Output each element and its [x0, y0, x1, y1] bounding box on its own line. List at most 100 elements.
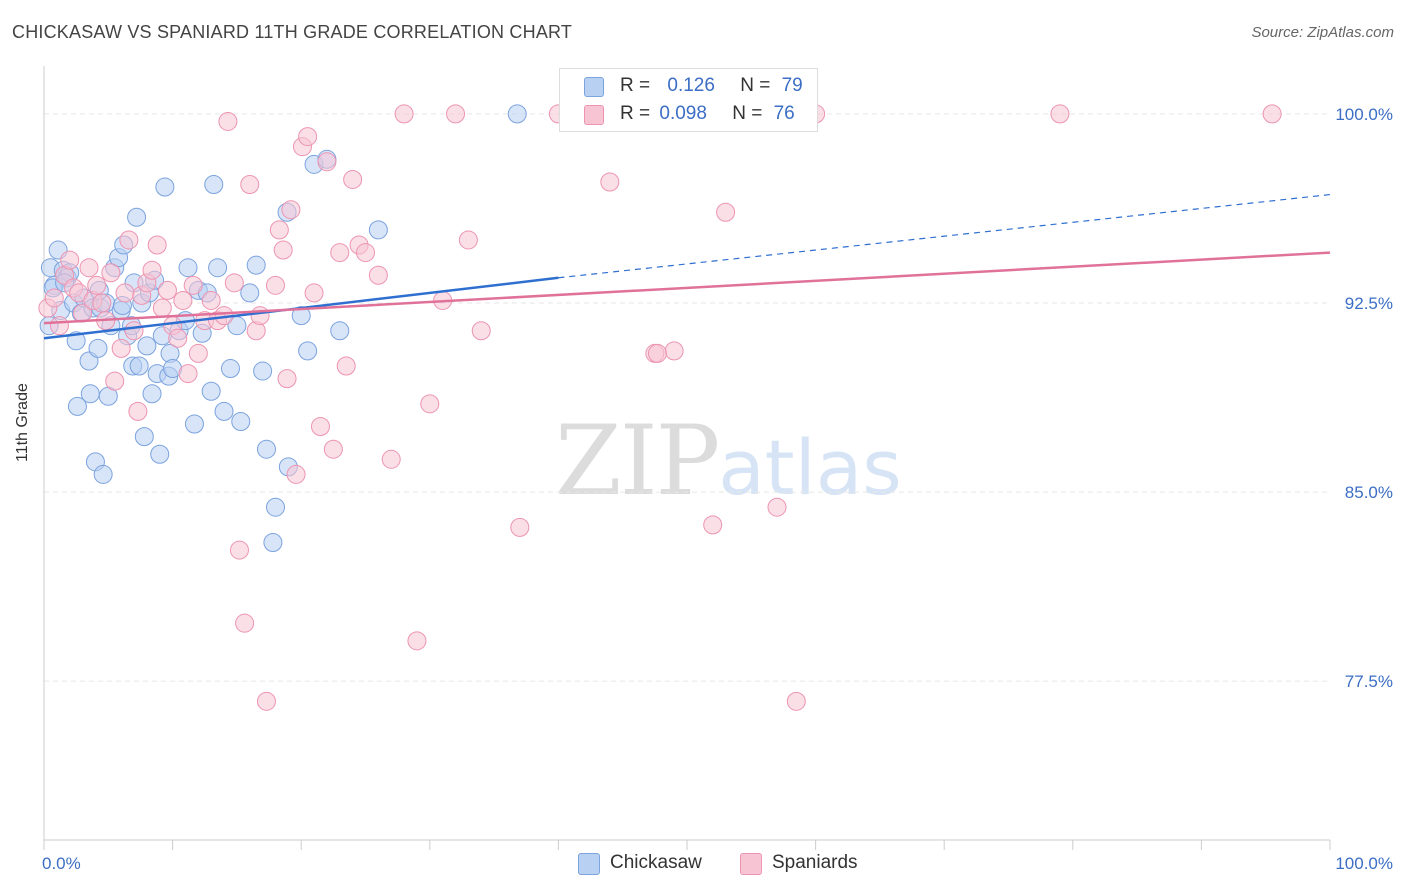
chart-title: CHICKASAW VS SPANIARD 11TH GRADE CORRELA…	[12, 22, 573, 42]
legend-n-label: N =	[740, 75, 771, 96]
spaniards-point	[458, 230, 478, 250]
spaniards-point	[716, 202, 736, 222]
spaniards-point	[128, 401, 148, 421]
spaniards-point	[330, 243, 350, 263]
spaniards-point	[420, 394, 440, 414]
legend-swatch-spaniards	[584, 105, 604, 125]
bottom-legend-swatch-spaniards	[740, 853, 762, 875]
chickasaw-point	[127, 207, 147, 227]
watermark-zip: ZIP	[555, 405, 720, 517]
chickasaw-point	[134, 427, 154, 447]
chickasaw-point	[93, 464, 113, 484]
spaniards-point	[183, 275, 203, 295]
chickasaw-point	[246, 255, 266, 275]
chickasaw-trend-extension	[558, 193, 1331, 279]
chickasaw-point	[291, 306, 311, 326]
spaniards-point	[1262, 104, 1282, 124]
chickasaw-point	[208, 258, 228, 278]
spaniards-point	[286, 464, 306, 484]
chickasaw-point	[240, 283, 260, 303]
chickasaw-point	[67, 396, 87, 416]
y-tick-label: 100.0%	[1335, 105, 1393, 124]
watermark-atlas: atlas	[718, 423, 902, 512]
bottom-legend-label-chickasaw: Chickasaw	[610, 852, 702, 873]
spaniards-point	[1050, 104, 1070, 124]
legend-r-value: 0.126	[667, 75, 715, 96]
chickasaw-point	[178, 258, 198, 278]
spaniards-point	[201, 290, 221, 310]
spaniards-point	[281, 200, 301, 220]
spaniards-point	[147, 235, 167, 255]
spaniards-point	[407, 631, 427, 651]
chickasaw-point	[142, 384, 162, 404]
y-tick-label: 92.5%	[1345, 294, 1393, 313]
spaniards-point	[188, 343, 208, 363]
spaniards-point	[49, 316, 69, 336]
chickasaw-point	[150, 444, 170, 464]
spaniards-point	[310, 417, 330, 437]
spaniards-point	[664, 341, 684, 361]
x-tick-label: 0.0%	[42, 854, 81, 873]
chickasaw-point	[256, 439, 276, 459]
spaniards-point	[250, 306, 270, 326]
spaniards-point	[115, 283, 135, 303]
spaniards-point	[336, 356, 356, 376]
spaniards-point	[87, 275, 107, 295]
spaniards-point	[317, 152, 337, 172]
tick-labels: 100.0% 92.5% 85.0% 77.5% 0.0% 100.0%	[42, 105, 1393, 873]
spaniards-trend-line	[43, 251, 1331, 325]
legend-r-value: 0.098	[659, 103, 707, 124]
spaniards-point	[471, 321, 491, 341]
legend-n-value: 79	[781, 75, 803, 96]
spaniards-point	[394, 104, 414, 124]
chickasaw-point	[129, 356, 149, 376]
spaniards-point	[235, 613, 255, 633]
chickasaw-point	[137, 336, 157, 356]
spaniards-point	[703, 515, 723, 535]
chickasaw-point	[155, 177, 175, 197]
legend-n-label: N =	[732, 103, 763, 124]
spaniards-point	[256, 691, 276, 711]
spaniards-point	[647, 343, 667, 363]
chickasaw-points	[39, 104, 527, 553]
watermark: ZIPatlas	[555, 405, 902, 517]
chickasaw-point	[368, 220, 388, 240]
spaniards-point	[44, 288, 64, 308]
chickasaw-point	[231, 411, 251, 431]
chickasaw-point	[298, 341, 318, 361]
bottom-legend-swatch-chickasaw	[578, 853, 600, 875]
spaniards-point	[368, 265, 388, 285]
spaniards-point	[269, 220, 289, 240]
gridlines	[44, 113, 1330, 682]
chickasaw-point	[201, 381, 221, 401]
bottom-legend-label-spaniards: Spaniards	[772, 852, 858, 873]
spaniards-point	[600, 172, 620, 192]
chickasaw-point	[214, 401, 234, 421]
spaniards-point	[142, 260, 162, 280]
chickasaw-point	[220, 359, 240, 379]
spaniards-point	[767, 497, 787, 517]
spaniards-point	[229, 540, 249, 560]
spaniards-point	[124, 321, 144, 341]
legend-n-value: 76	[773, 103, 795, 124]
spaniards-point	[277, 369, 297, 389]
spaniards-point	[157, 280, 177, 300]
spaniards-point	[173, 290, 193, 310]
spaniards-point	[381, 449, 401, 469]
spaniards-point	[79, 258, 99, 278]
spaniards-point	[323, 439, 343, 459]
spaniards-point	[356, 243, 375, 263]
spaniards-point	[178, 364, 198, 384]
chickasaw-point	[66, 331, 86, 351]
spaniards-point	[152, 298, 172, 318]
spaniards-point	[298, 127, 318, 147]
spaniards-point	[119, 230, 139, 250]
spaniards-point	[786, 691, 806, 711]
spaniards-point	[105, 371, 125, 391]
chickasaw-point	[507, 104, 527, 124]
spaniards-point	[304, 283, 324, 303]
spaniards-point	[111, 338, 131, 358]
spaniards-point	[240, 174, 260, 194]
chickasaw-point	[204, 174, 224, 194]
